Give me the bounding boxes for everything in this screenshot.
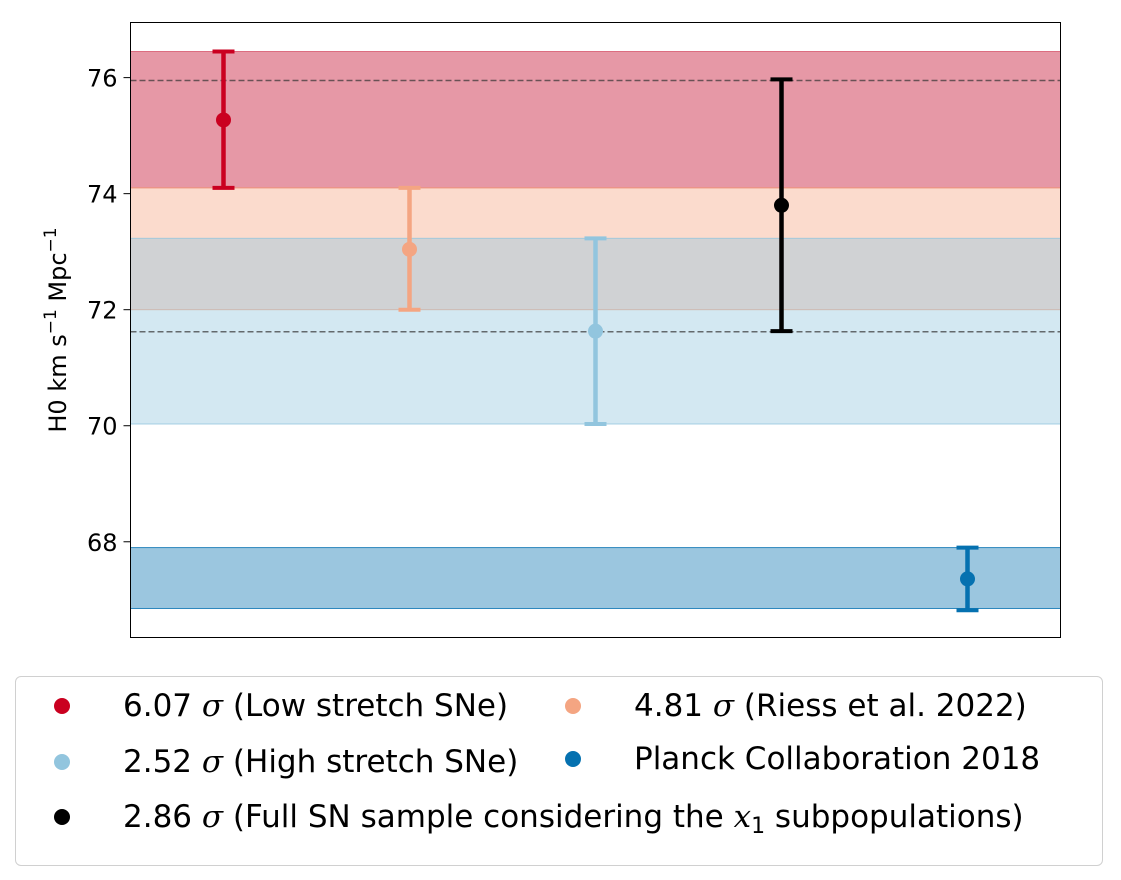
legend-marker [565, 698, 581, 714]
legend-label: 6.07 σ (Low stretch SNe) [123, 688, 509, 724]
legend-marker [565, 751, 581, 767]
high-stretch-point [584, 236, 607, 426]
legend-item-planck: Planck Collaboration 2018 [565, 739, 1040, 779]
y-tick-label: 72 [87, 297, 118, 325]
chart: 68 70 72 74 76 H0 km s−1 Mpc−1 [41, 22, 1061, 638]
y-axis: 68 70 72 74 76 [87, 65, 131, 557]
legend-label: Planck Collaboration 2018 [634, 741, 1041, 777]
planck-band [130, 547, 1061, 609]
legend-label: 4.81 σ (Riess et al. 2022) [634, 688, 1027, 724]
full-sample-point [770, 77, 793, 334]
legend-item-high-stretch: 2.52 σ (High stretch SNe) [54, 742, 518, 782]
points-layer [212, 49, 979, 613]
y-tick-label: 68 [87, 529, 118, 557]
low-stretch-point [212, 49, 235, 190]
y-tick-label: 74 [87, 181, 118, 209]
low-stretch-band [130, 51, 1061, 189]
y-tick-label: 70 [87, 413, 118, 441]
legend-item-low-stretch: 6.07 σ (Low stretch SNe) [54, 686, 508, 726]
y-tick-label: 76 [87, 65, 118, 93]
y-axis-label: H0 km s−1 Mpc−1 [41, 227, 72, 432]
legend-label: 2.86 σ (Full SN sample considering the x… [123, 799, 1024, 839]
legend-marker [54, 698, 70, 714]
data-marker [588, 323, 603, 339]
legend: 6.07 σ (Low stretch SNe) 4.81 σ (Riess e… [15, 676, 1103, 866]
data-marker [402, 241, 417, 257]
data-marker [216, 112, 231, 128]
data-marker [960, 571, 975, 587]
riess-point [398, 185, 421, 312]
legend-label: 2.52 σ (High stretch SNe) [123, 744, 519, 780]
data-marker [774, 197, 789, 213]
legend-item-full-sample: 2.86 σ (Full SN sample considering the x… [54, 797, 1024, 839]
legend-marker [54, 809, 70, 825]
legend-marker [54, 754, 70, 770]
axes-frame [130, 22, 1061, 638]
legend-item-riess: 4.81 σ (Riess et al. 2022) [565, 686, 1027, 726]
planck-point [956, 545, 979, 613]
